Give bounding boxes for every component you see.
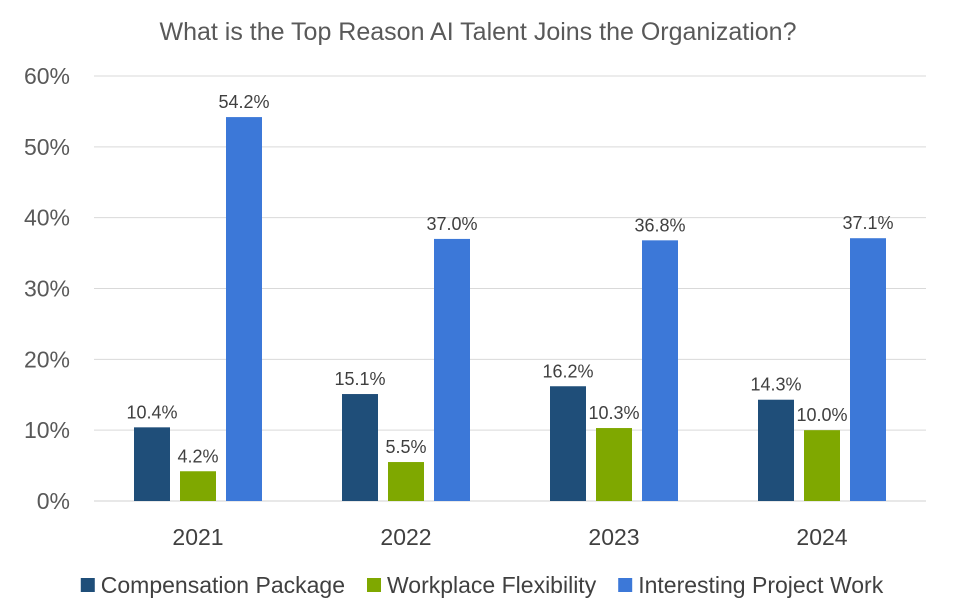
y-tick-label: 0%: [37, 488, 70, 514]
data-label: 14.3%: [750, 375, 801, 395]
data-label: 4.2%: [177, 446, 218, 466]
data-label: 10.0%: [796, 405, 847, 425]
x-axis-category-labels: 2021 2022 2023 2024: [172, 524, 847, 550]
y-tick-label: 10%: [24, 417, 70, 443]
legend-swatch: [80, 578, 95, 592]
x-category-label: 2021: [172, 524, 223, 550]
data-label: 37.0%: [426, 214, 477, 234]
data-label: 36.8%: [634, 215, 685, 235]
bar: [758, 399, 794, 501]
bar: [434, 238, 470, 501]
bars: [134, 117, 886, 502]
bar: [388, 462, 424, 501]
legend: Compensation Package Workplace Flexibilit…: [80, 572, 884, 598]
bar: [804, 430, 840, 501]
y-tick-label: 40%: [24, 205, 70, 231]
data-label: 5.5%: [385, 437, 426, 457]
y-tick-label: 30%: [24, 276, 70, 302]
bar: [226, 117, 262, 501]
data-label: 10.3%: [588, 403, 639, 423]
x-category-label: 2024: [796, 524, 847, 550]
y-tick-label: 60%: [24, 63, 70, 89]
chart-title: What is the Top Reason AI Talent Joins t…: [160, 18, 797, 46]
bar: [550, 386, 586, 501]
x-category-label: 2022: [380, 524, 431, 550]
bar: [134, 427, 170, 501]
data-label: 37.1%: [842, 213, 893, 233]
bar: [342, 394, 378, 501]
y-tick-label: 50%: [24, 134, 70, 160]
x-category-label: 2023: [588, 524, 639, 550]
bar: [180, 471, 216, 501]
data-label: 15.1%: [334, 369, 385, 389]
legend-label: Interesting Project Work: [638, 572, 884, 598]
gridlines: [94, 75, 926, 502]
legend-swatch: [367, 578, 381, 592]
legend-label: Workplace Flexibility: [387, 572, 597, 598]
bar: [850, 238, 886, 502]
legend-swatch: [618, 578, 633, 592]
bar: [596, 428, 632, 501]
data-label: 10.4%: [126, 402, 177, 422]
data-labels: 10.4% 4.2% 54.2% 15.1% 5.5% 37.0% 16.2% 10.3% 36…: [126, 92, 893, 466]
y-axis-tick-labels: 0% 10% 20% 30% 40% 50% 60%: [24, 63, 70, 514]
data-label: 16.2%: [542, 361, 593, 381]
data-label: 54.2%: [218, 92, 269, 112]
legend-label: Compensation Package: [101, 572, 345, 598]
bar: [642, 240, 678, 502]
y-tick-label: 20%: [24, 346, 70, 372]
